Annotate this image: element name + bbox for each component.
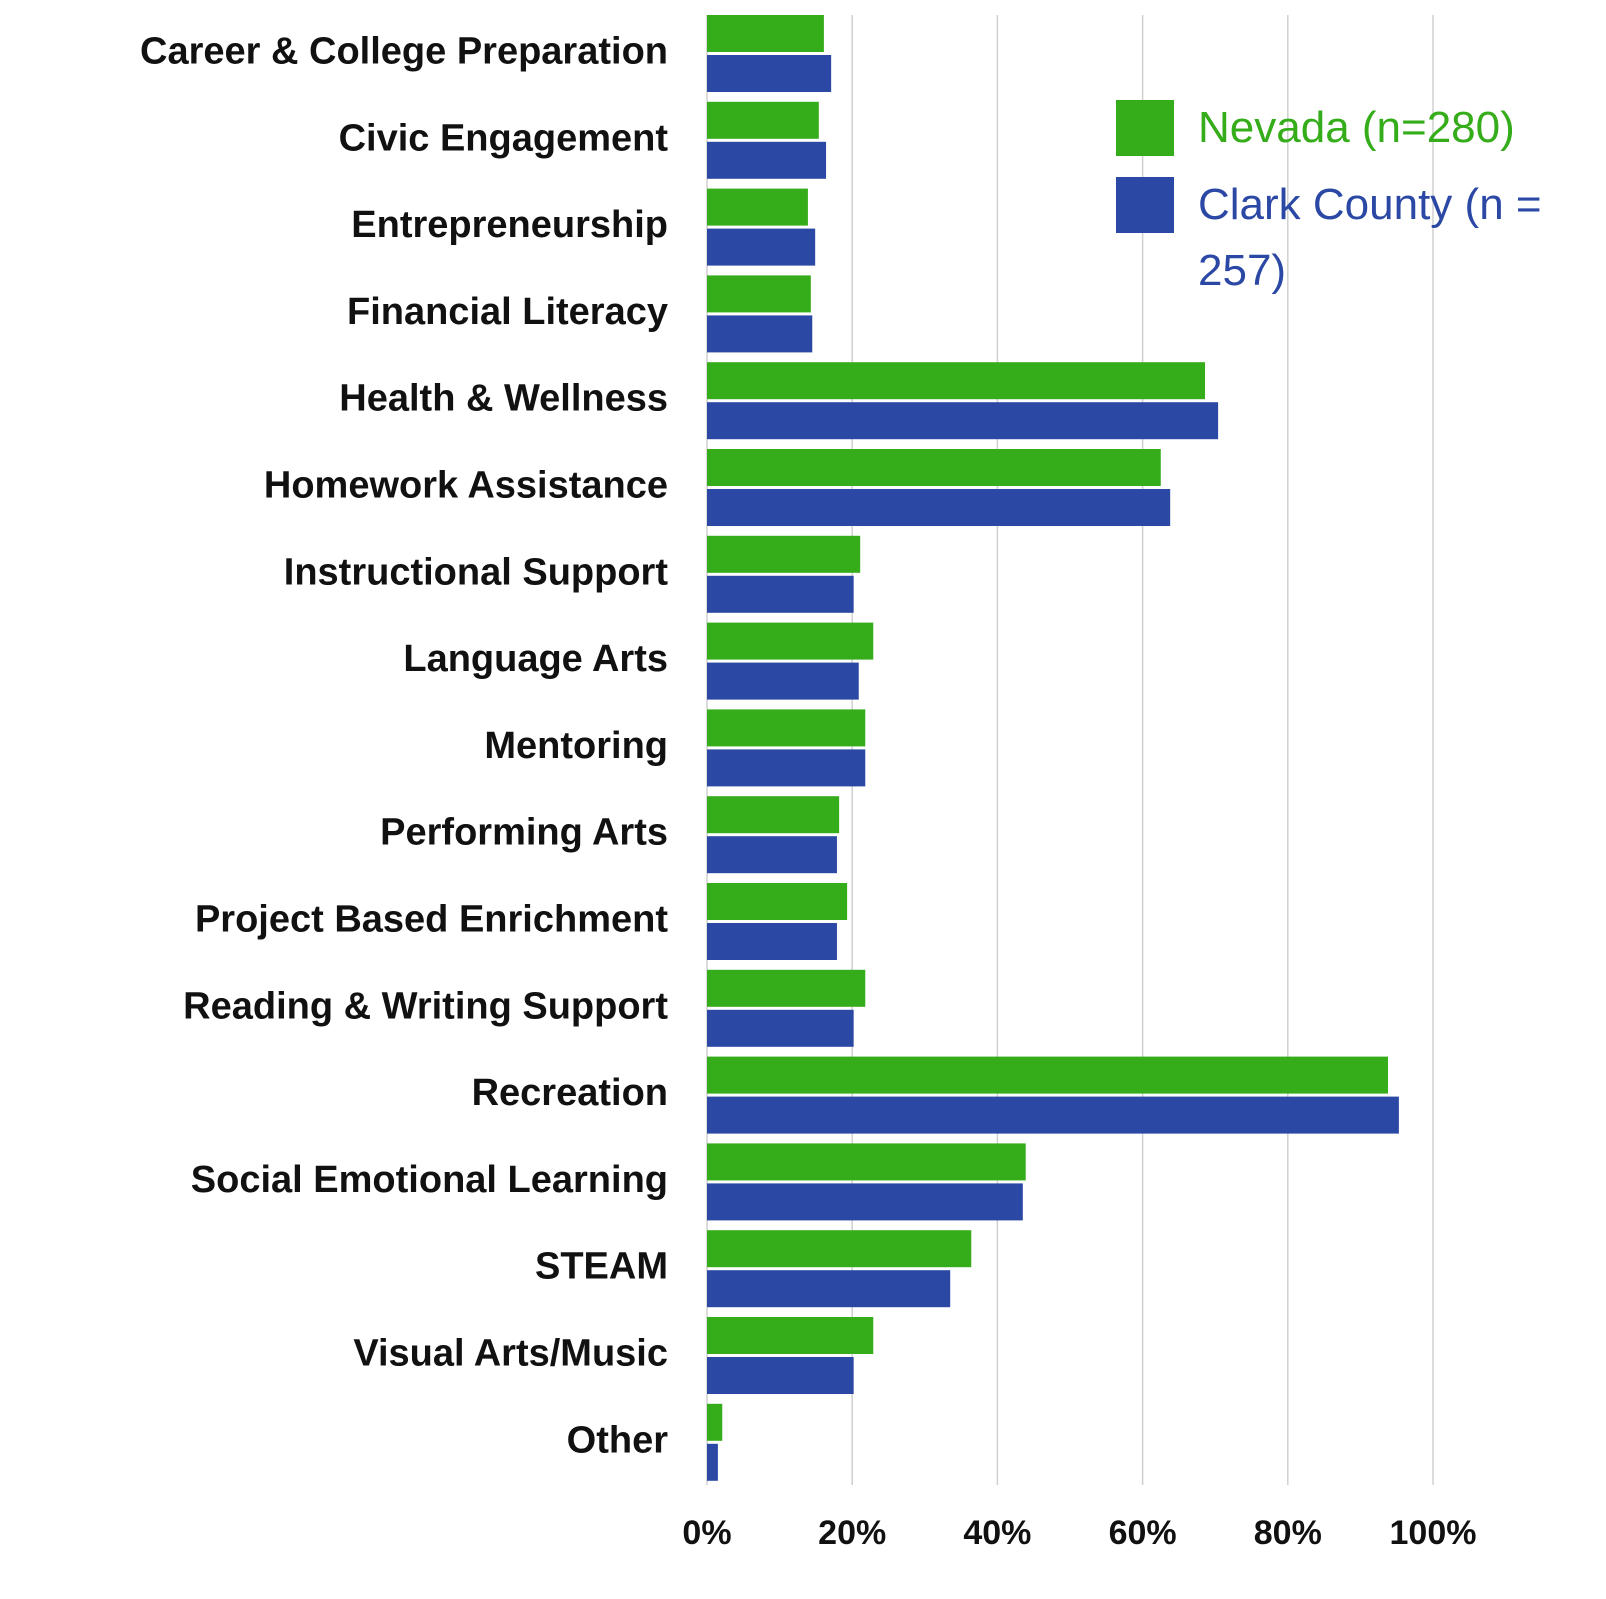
x-tick-label: 40% [963,1514,1031,1552]
category-label: Other [567,1419,669,1461]
category-label: Performing Arts [380,812,668,854]
bar [707,1230,972,1268]
bar [707,15,824,52]
x-tick-label: 0% [682,1514,731,1552]
bar [707,622,874,660]
legend-item: Nevada (n=280) [1116,100,1596,161]
bar [707,315,813,353]
bar [707,709,866,747]
legend-swatch [1116,177,1174,233]
category-label: Mentoring [484,725,668,767]
bar [707,1317,874,1354]
legend: Nevada (n=280) Clark County (n = 257) [1116,100,1596,320]
category-label: Project Based Enrichment [195,899,668,941]
bar [707,575,854,613]
bar [707,275,811,313]
legend-label: Nevada (n=280) [1198,103,1515,152]
bar [707,1143,1026,1181]
legend-label: Clark County (n = 257) [1198,180,1542,295]
bar [707,1270,951,1308]
bar [707,1443,718,1481]
bar [707,883,848,920]
bar [707,228,816,266]
category-label: Visual Arts/Music [353,1333,668,1375]
bar [707,535,861,573]
bar [707,55,832,92]
category-label: STEAM [535,1246,668,1288]
bar [707,662,859,700]
category-label: Civic Engagement [339,117,669,159]
bar [707,489,1171,526]
category-label: Reading & Writing Support [183,985,668,1027]
bar [707,1009,854,1047]
legend-swatch [1116,100,1174,156]
bar [707,402,1219,440]
bar [707,749,866,787]
bar [707,362,1206,400]
bar [707,1183,1023,1221]
category-label: Recreation [472,1072,668,1114]
x-tick-label: 60% [1109,1514,1177,1552]
category-label: Homework Assistance [264,465,668,507]
x-tick-label: 20% [818,1514,886,1552]
bar [707,836,837,874]
bar [707,101,819,139]
category-label: Financial Literacy [347,291,668,333]
category-label: Health & Wellness [339,378,668,420]
bar [707,141,827,179]
category-label: Career & College Preparation [140,31,668,73]
bar [707,449,1161,486]
bar [707,923,837,960]
bar [707,1096,1399,1134]
x-tick-label: 100% [1390,1514,1477,1552]
category-label: Language Arts [403,638,668,680]
bar [707,969,866,1007]
bar [707,1056,1388,1094]
bar [707,188,808,226]
bar [707,796,840,834]
category-label: Social Emotional Learning [191,1159,668,1201]
category-label: Entrepreneurship [351,204,668,246]
bar [707,1403,723,1441]
bar [707,1357,854,1394]
x-tick-label: 80% [1254,1514,1322,1552]
category-label: Instructional Support [284,551,669,593]
legend-item: Clark County (n = 257) [1116,177,1596,304]
